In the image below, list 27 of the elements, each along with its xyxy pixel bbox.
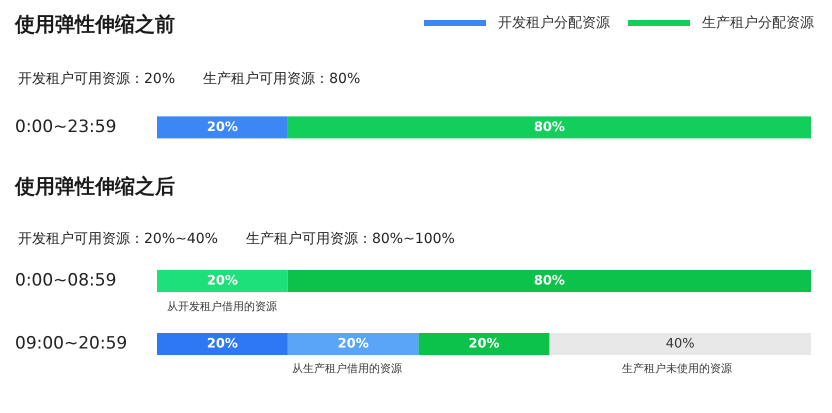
legend-label: 生产租户分配资源 xyxy=(702,14,814,32)
bar xyxy=(157,270,288,292)
annotation: 生产租户未使用的资源 xyxy=(622,361,732,376)
bar xyxy=(418,333,550,355)
data-label: 80% xyxy=(534,273,565,288)
bar xyxy=(549,333,811,355)
annotation: 从生产租户借用的资源 xyxy=(292,361,402,376)
text: 生产租户可用资源：80%~100% xyxy=(246,230,455,248)
data-label: 20% xyxy=(338,336,369,352)
data-label: 80% xyxy=(534,120,565,135)
data-label: 20% xyxy=(468,336,500,352)
text: 开发租户可用资源：20%~40% xyxy=(18,230,218,248)
y-tick-label: 0:00~23:59 xyxy=(15,116,116,137)
annotation: 生产租户可用资源：80% xyxy=(203,70,360,88)
bar xyxy=(157,333,288,355)
annotation: 开发租户可用资源：20% xyxy=(18,70,176,88)
data-label: 20% xyxy=(206,120,238,135)
y-tick-label: 09:00~20:59 xyxy=(15,333,128,354)
legend-label: 开发租户分配资源 xyxy=(498,14,610,32)
data-label: 20% xyxy=(206,273,238,288)
chart-title: 使用弹性伸缩之后 xyxy=(14,174,175,198)
chart-title: 使用弹性伸缩之前 xyxy=(14,12,175,36)
data-label: 20% xyxy=(206,336,238,352)
bar xyxy=(288,333,419,355)
annotation: 从开发租户借用的资源 xyxy=(167,299,277,314)
y-tick-label: 0:00~08:59 xyxy=(15,270,116,290)
data-label: 40% xyxy=(666,336,695,352)
